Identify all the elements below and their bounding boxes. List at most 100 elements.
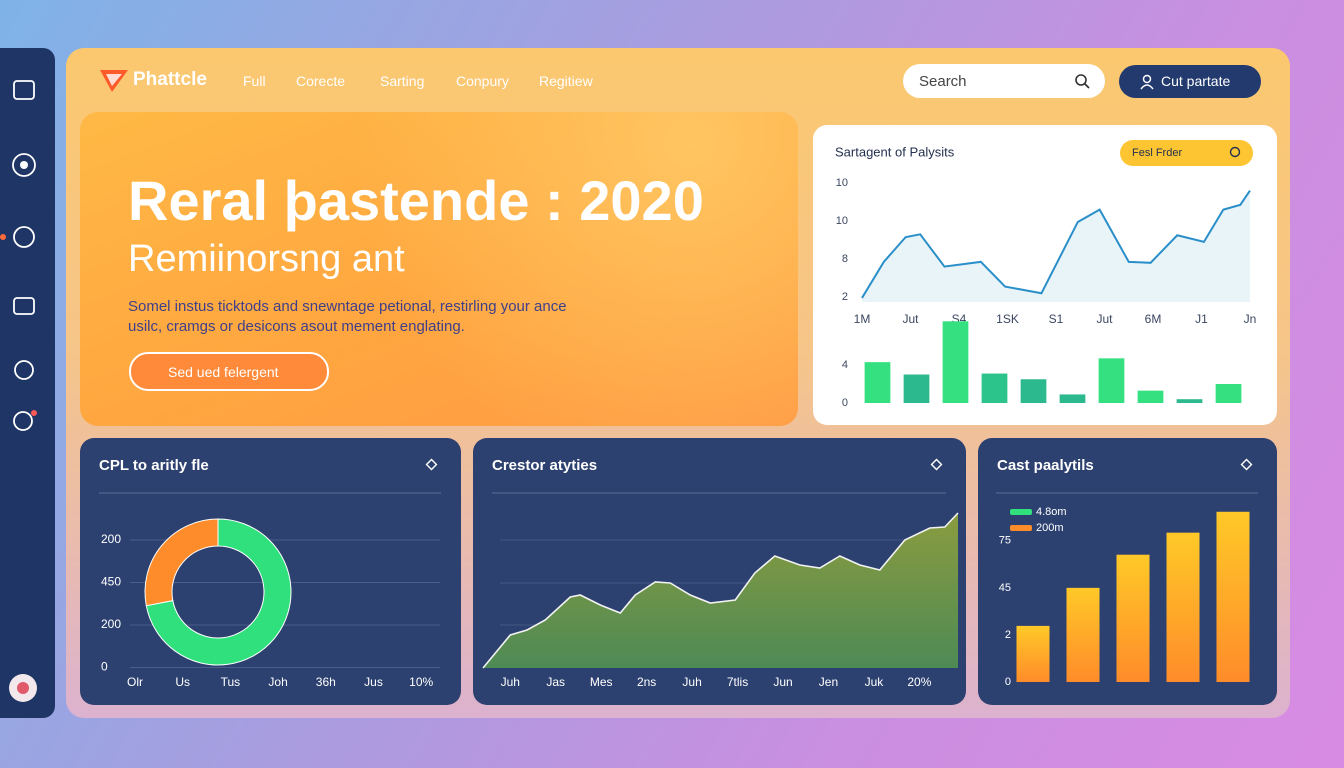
filter-button[interactable] xyxy=(1120,140,1253,166)
bar xyxy=(864,362,891,403)
search-placeholder: Search xyxy=(919,73,967,90)
x-tick-label: Juk xyxy=(865,675,885,689)
y-tick-label: 10 xyxy=(836,177,848,189)
x-tick-label: 20% xyxy=(907,675,931,689)
panel-menu[interactable] xyxy=(1240,458,1253,471)
y-label: 0 xyxy=(101,660,108,674)
x-tick-label: Jut xyxy=(902,312,919,326)
icon-calendar[interactable] xyxy=(13,297,35,315)
x-tick-label: Juh xyxy=(682,675,701,689)
nav-link[interactable]: Full xyxy=(243,73,266,89)
x-label: Tus xyxy=(221,675,241,689)
badge xyxy=(31,410,37,416)
x-tick-label: Jun xyxy=(773,675,792,689)
x-tick-label: Jas xyxy=(546,675,565,689)
pie-segment xyxy=(145,518,292,666)
y-tick-label: 0 xyxy=(842,397,848,409)
chart-title: Sartagent of Palysits xyxy=(835,144,955,159)
nav-link[interactable]: Sarting xyxy=(380,73,425,89)
hero-button[interactable]: Sed ued felergent xyxy=(129,352,329,391)
active-marker xyxy=(0,234,6,240)
bar xyxy=(1137,390,1164,403)
x-tick-label: Jut xyxy=(1096,312,1113,326)
bar xyxy=(1215,384,1242,403)
x-tick-label: 1SK xyxy=(996,312,1019,326)
filter-button-label: Fesl Frder xyxy=(1132,147,1182,159)
hero-button-label: Sed ued felergent xyxy=(168,364,279,380)
bar xyxy=(981,373,1008,403)
search-box[interactable]: Search xyxy=(903,64,1105,98)
bar xyxy=(903,374,930,403)
sidebar-icons xyxy=(0,80,37,702)
area xyxy=(483,513,958,668)
y-tick-label: 0 xyxy=(1005,676,1011,688)
brand[interactable]: Phattcle xyxy=(133,69,207,90)
y-tick-label: 2 xyxy=(1005,629,1011,641)
bar xyxy=(1216,511,1250,682)
nav-link[interactable]: Corecte xyxy=(296,73,346,89)
y-tick-label: 8 xyxy=(842,253,848,265)
panel-menu[interactable] xyxy=(425,458,438,471)
y-tick-label: 45 xyxy=(999,582,1011,594)
nav-button[interactable]: Cut partate xyxy=(1119,65,1261,98)
x-tick-label: 1M xyxy=(854,312,871,326)
hero-body: Somel instus ticktods and snewntage peti… xyxy=(128,298,567,335)
x-label: 10% xyxy=(409,675,433,689)
nav-link[interactable]: Regitiew xyxy=(539,73,593,89)
legend-label: 200m xyxy=(1036,522,1064,534)
bar xyxy=(1116,554,1150,682)
x-label: Joh xyxy=(268,675,287,689)
line xyxy=(861,190,1251,299)
x-label: Us xyxy=(175,675,190,689)
x-tick-label: 2ns xyxy=(637,675,656,689)
bar xyxy=(1166,532,1200,682)
bar xyxy=(1016,625,1050,682)
avatar-inner xyxy=(17,682,29,694)
hero-subtitle: Remiinorsng ant xyxy=(128,238,405,280)
x-tick-label: 7tlis xyxy=(727,675,748,689)
x-label: Olr xyxy=(127,675,143,689)
icon-chat[interactable] xyxy=(13,411,33,431)
bar xyxy=(1176,399,1203,403)
bar xyxy=(942,321,969,403)
pie-segment xyxy=(144,518,219,607)
chart-title: CPL to aritly fle xyxy=(99,457,209,474)
icon-globe[interactable] xyxy=(13,226,35,248)
x-tick-label: Juh xyxy=(501,675,520,689)
icon-docs[interactable] xyxy=(13,80,35,100)
bar xyxy=(1066,587,1100,682)
bar xyxy=(1059,394,1086,403)
panel-menu[interactable] xyxy=(930,458,943,471)
search-icon xyxy=(1075,74,1090,89)
line-area xyxy=(862,190,1250,302)
x-tick-label: Jen xyxy=(819,675,838,689)
y-label: 200 xyxy=(101,532,121,546)
hero-title: Reral þastende : 2020 xyxy=(128,169,704,232)
x-tick-label: 6M xyxy=(1145,312,1162,326)
bar xyxy=(1020,379,1047,403)
bar xyxy=(1098,358,1125,403)
chart-title: Cast paalytils xyxy=(997,457,1094,474)
icon-dot xyxy=(20,161,28,169)
x-tick-label: Jn xyxy=(1244,312,1257,326)
user-icon xyxy=(1140,74,1154,90)
chart-panel xyxy=(813,125,1277,425)
nav-button-label: Cut partate xyxy=(1161,73,1231,89)
chart-title: Crestor atyties xyxy=(492,457,597,474)
icon-dashboard[interactable] xyxy=(12,153,36,177)
y-tick-label: 10 xyxy=(836,215,848,227)
y-tick-label: 75 xyxy=(999,535,1011,547)
sidebar xyxy=(0,48,55,718)
filter-icon xyxy=(1229,146,1241,158)
nav-link[interactable]: Conpury xyxy=(456,73,509,89)
brand-logo xyxy=(100,70,128,92)
y-tick-label: 2 xyxy=(842,291,848,303)
legend-label: 4.8om xyxy=(1036,506,1067,518)
x-label: Jus xyxy=(364,675,383,689)
y-label: 450 xyxy=(101,575,121,589)
x-label: 36h xyxy=(316,675,336,689)
y-label: 200 xyxy=(101,617,121,631)
icon-target[interactable] xyxy=(14,360,34,380)
